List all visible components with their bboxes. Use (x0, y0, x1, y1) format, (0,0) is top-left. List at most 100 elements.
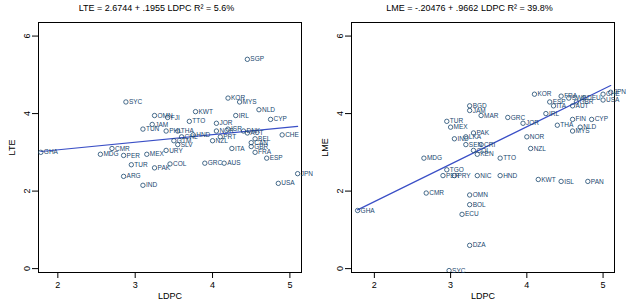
svg-text:THA: THA (560, 121, 574, 128)
svg-text:PAN: PAN (591, 177, 604, 184)
svg-text:LDPC: LDPC (158, 291, 183, 301)
svg-text:SYC: SYC (452, 267, 466, 274)
svg-text:3: 3 (133, 280, 138, 290)
svg-text:JPN: JPN (301, 170, 313, 177)
svg-text:USA: USA (281, 179, 295, 186)
svg-text:FIN: FIN (576, 115, 587, 122)
svg-text:0: 0 (22, 266, 32, 271)
svg-text:HND: HND (196, 131, 210, 138)
svg-text:CYP: CYP (595, 115, 608, 122)
svg-text:PRY: PRY (457, 172, 471, 179)
svg-text:2: 2 (55, 280, 60, 290)
svg-text:DZA: DZA (473, 241, 487, 248)
svg-text:PER: PER (446, 171, 460, 179)
svg-text:2: 2 (22, 189, 32, 194)
svg-text:GHA: GHA (361, 207, 376, 214)
svg-text:NLD: NLD (262, 106, 275, 113)
svg-text:LME: LME (320, 138, 330, 157)
svg-text:GHA: GHA (44, 148, 59, 155)
svg-text:PRT: PRT (223, 132, 237, 140)
svg-text:IND: IND (457, 135, 469, 142)
svg-text:5: 5 (601, 280, 606, 290)
svg-text:SLV: SLV (180, 140, 193, 148)
svg-text:TUR: TUR (134, 161, 148, 168)
svg-text:JOR: JOR (219, 119, 232, 126)
svg-text:PER: PER (127, 152, 141, 159)
svg-text:NOR: NOR (530, 133, 545, 140)
svg-text:KEN: KEN (480, 150, 494, 157)
svg-text:AUS: AUS (227, 159, 241, 166)
svg-text:NLD: NLD (583, 123, 596, 130)
svg-text:GBR: GBR (254, 142, 269, 150)
svg-text:OMN: OMN (157, 111, 173, 119)
svg-text:KOR: KOR (231, 94, 246, 102)
svg-text:OMN: OMN (473, 191, 488, 198)
svg-text:3: 3 (448, 280, 453, 290)
svg-text:PAK: PAK (158, 164, 171, 171)
svg-text:CYP: CYP (274, 115, 287, 122)
svg-text:TUN: TUN (146, 125, 160, 132)
svg-text:JPN: JPN (614, 88, 626, 95)
svg-text:NIC: NIC (480, 172, 492, 179)
svg-text:URY: URY (169, 146, 183, 153)
svg-text:COL: COL (173, 160, 187, 167)
svg-text:ESP: ESP (270, 154, 283, 161)
svg-text:NOR: NOR (219, 127, 234, 134)
svg-text:HND: HND (503, 172, 517, 179)
svg-text:SYC: SYC (129, 98, 143, 105)
svg-text:GRC: GRC (511, 114, 526, 121)
svg-text:5: 5 (287, 280, 292, 290)
svg-text:LDPC: LDPC (471, 291, 496, 301)
svg-text:GRC: GRC (208, 159, 223, 166)
html-text:PHL THA: PHL THA (169, 127, 194, 135)
svg-text:FRA: FRA (258, 148, 272, 156)
svg-text:2: 2 (372, 280, 377, 290)
svg-text:4: 4 (210, 280, 215, 290)
svg-text:MDG: MDG (103, 150, 118, 157)
svg-text:BGD: BGD (472, 101, 487, 109)
svg-text:MDG: MDG (427, 154, 442, 161)
svg-text:CMR: CMR (429, 189, 444, 196)
html-text:LTE = 2.6744 + .1955 LDPC R² =: LTE = 2.6744 + .1955 LDPC R² = 5.6% (78, 3, 235, 13)
svg-text:BOL: BOL (473, 201, 486, 208)
svg-text:ISR: ISR (231, 125, 242, 133)
svg-text:KWT: KWT (199, 108, 213, 115)
svg-text:LTE: LTE (7, 140, 17, 156)
svg-text:TUR: TUR (449, 117, 464, 125)
svg-text:KWT: KWT (541, 176, 555, 183)
svg-text:4: 4 (524, 280, 529, 290)
svg-text:IRL: IRL (549, 110, 560, 117)
svg-text:MYS: MYS (243, 98, 258, 105)
svg-text:FJI: FJI (171, 114, 180, 121)
svg-text:TGO: TGO (449, 165, 464, 173)
svg-text:ARG: ARG (127, 172, 141, 179)
html-text:LME = -.20476 + .9662 LDPC R²: LME = -.20476 + .9662 LDPC R² = 39.8% (386, 3, 553, 13)
svg-text:MAR: MAR (484, 112, 499, 119)
svg-text:MEX: MEX (150, 150, 165, 157)
svg-text:MEX: MEX (454, 123, 469, 130)
svg-text:TTO: TTO (503, 154, 516, 161)
svg-text:ITA: ITA (235, 145, 245, 152)
svg-text:KOR: KOR (537, 90, 551, 97)
svg-text:DEU: DEU (587, 94, 601, 101)
svg-text:CMR: CMR (115, 144, 130, 152)
svg-text:ISL: ISL (564, 177, 574, 184)
svg-text:IRL: IRL (239, 112, 250, 119)
svg-text:4: 4 (335, 111, 345, 116)
svg-text:6: 6 (335, 34, 345, 39)
svg-text:0: 0 (335, 266, 345, 271)
svg-text:NZL: NZL (534, 145, 547, 152)
svg-text:4: 4 (22, 111, 32, 116)
svg-text:TTO: TTO (192, 117, 205, 124)
svg-text:6: 6 (22, 34, 32, 39)
svg-text:JAM: JAM (472, 106, 486, 114)
svg-text:NZL: NZL (215, 136, 228, 144)
svg-text:SGP: SGP (250, 55, 264, 62)
svg-text:CHE: CHE (285, 131, 299, 138)
svg-text:ECU: ECU (465, 210, 479, 217)
svg-text:IND: IND (146, 181, 158, 188)
svg-text:LKA: LKA (469, 133, 482, 140)
svg-text:JAM: JAM (155, 120, 169, 128)
svg-text:2: 2 (335, 189, 345, 194)
svg-text:JOR: JOR (526, 119, 539, 126)
